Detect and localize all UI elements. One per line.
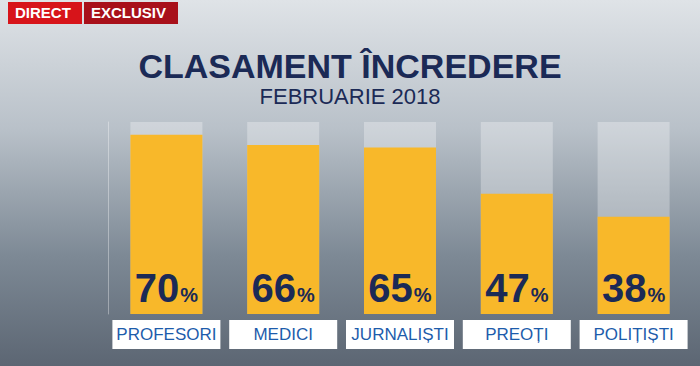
svg-text:%: %	[297, 284, 315, 306]
svg-text:%: %	[414, 284, 432, 306]
svg-text:%: %	[180, 284, 198, 306]
svg-text:%: %	[531, 284, 549, 306]
svg-text:66: 66	[252, 266, 297, 310]
svg-text:FEBRUARIE 2018: FEBRUARIE 2018	[260, 84, 441, 109]
svg-text:38: 38	[602, 266, 647, 310]
svg-text:CLASAMENT ÎNCREDERE: CLASAMENT ÎNCREDERE	[138, 47, 561, 85]
svg-text:JURNALIȘTI: JURNALIȘTI	[351, 325, 448, 344]
svg-text:EXCLUSIV: EXCLUSIV	[91, 4, 166, 21]
svg-text:47: 47	[485, 266, 530, 310]
svg-text:PREOȚI: PREOȚI	[485, 325, 548, 344]
svg-text:PROFESORI: PROFESORI	[116, 325, 216, 344]
svg-text:65: 65	[368, 266, 413, 310]
svg-text:POLIȚIȘTI: POLIȚIȘTI	[593, 325, 673, 344]
svg-text:%: %	[647, 284, 665, 306]
svg-text:MEDICI: MEDICI	[253, 325, 313, 344]
svg-text:70: 70	[135, 266, 180, 310]
svg-text:DIRECT: DIRECT	[15, 4, 71, 21]
